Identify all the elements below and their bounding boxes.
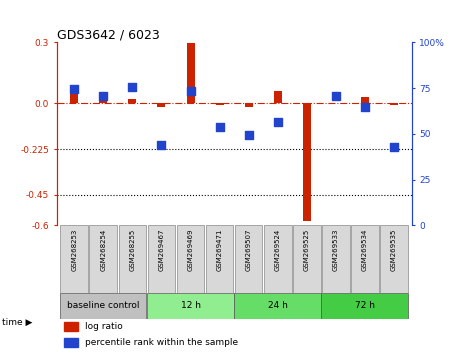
Point: [274, 119, 281, 125]
Bar: [177, 225, 204, 293]
Text: GSM269469: GSM269469: [187, 229, 193, 271]
Point: [361, 104, 369, 110]
Point: [99, 93, 107, 99]
Bar: [216, 103, 224, 105]
Text: GSM268254: GSM268254: [100, 229, 106, 271]
Text: GSM269507: GSM269507: [245, 229, 252, 271]
Text: 72 h: 72 h: [355, 302, 375, 310]
Bar: [245, 103, 253, 108]
Bar: [70, 89, 78, 103]
Text: GSM269467: GSM269467: [158, 229, 165, 271]
Point: [303, 234, 311, 240]
Bar: [206, 225, 233, 293]
Bar: [89, 225, 117, 293]
Bar: [303, 103, 311, 221]
Text: 24 h: 24 h: [268, 302, 288, 310]
Point: [158, 143, 165, 148]
Bar: [351, 225, 379, 293]
Bar: [235, 225, 263, 293]
Text: GSM268255: GSM268255: [129, 229, 135, 271]
Bar: [64, 338, 78, 347]
Bar: [128, 99, 136, 103]
Point: [129, 84, 136, 90]
Bar: [234, 293, 321, 319]
Bar: [61, 225, 88, 293]
Bar: [380, 225, 408, 293]
Text: GSM268253: GSM268253: [71, 229, 77, 271]
Text: log ratio: log ratio: [85, 322, 123, 331]
Bar: [390, 103, 398, 105]
Bar: [361, 97, 369, 103]
Bar: [158, 103, 166, 108]
Bar: [321, 293, 408, 319]
Point: [332, 93, 340, 99]
Point: [216, 124, 223, 130]
Text: GDS3642 / 6023: GDS3642 / 6023: [57, 28, 159, 41]
Bar: [274, 91, 282, 103]
Text: time ▶: time ▶: [2, 318, 33, 327]
Text: GSM269534: GSM269534: [362, 229, 368, 271]
Text: GSM269471: GSM269471: [217, 229, 223, 271]
Bar: [119, 225, 146, 293]
Bar: [186, 44, 194, 103]
Text: GSM269524: GSM269524: [275, 229, 281, 271]
Point: [245, 132, 253, 137]
Text: percentile rank within the sample: percentile rank within the sample: [85, 338, 238, 347]
Text: GSM269533: GSM269533: [333, 229, 339, 271]
Text: 12 h: 12 h: [181, 302, 201, 310]
Bar: [99, 97, 107, 103]
Bar: [322, 225, 350, 293]
Point: [390, 144, 398, 150]
Bar: [147, 293, 234, 319]
Text: GSM269525: GSM269525: [304, 229, 310, 271]
Text: GSM269535: GSM269535: [391, 229, 397, 271]
Bar: [60, 293, 146, 319]
Point: [187, 88, 194, 93]
Bar: [293, 225, 321, 293]
Point: [70, 86, 78, 92]
Bar: [64, 322, 78, 331]
Bar: [148, 225, 175, 293]
Bar: [264, 225, 291, 293]
Text: baseline control: baseline control: [67, 302, 140, 310]
